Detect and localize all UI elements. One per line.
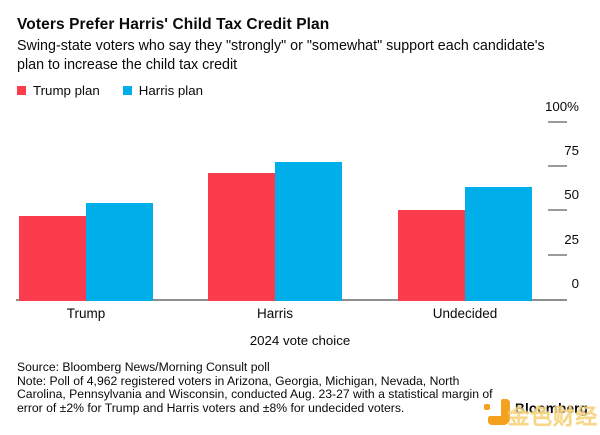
bar-harris-trump-plan — [208, 173, 275, 301]
bloomberg-logo-text: Bloomberg — [515, 401, 589, 416]
y-axis-tick-mark — [548, 209, 567, 212]
bar-trump-trump-plan — [19, 215, 86, 301]
bar-harris-harris-plan — [275, 162, 342, 301]
bar-undecided-harris-plan — [465, 187, 532, 301]
bar-undecided-trump-plan — [398, 210, 465, 301]
y-axis-tick-label: 25 — [564, 231, 579, 247]
x-axis-title: 2024 vote choice — [249, 333, 351, 348]
legend-item-trump-plan: Trump plan — [17, 83, 100, 98]
x-axis-category-label: Trump — [66, 306, 106, 321]
legend-item-harris-plan: Harris plan — [122, 83, 204, 98]
brand-lockup: Bloomberg 金色财经 — [484, 398, 600, 430]
y-axis-tick-mark — [548, 253, 567, 256]
legend-label: Harris plan — [138, 83, 204, 98]
y-axis-tick-label: 100% — [544, 98, 579, 114]
y-axis-tick-mark — [548, 120, 567, 123]
y-axis-tick-label: 75 — [564, 143, 579, 159]
bar-trump-harris-plan — [86, 203, 153, 301]
legend-swatch-icon — [17, 86, 26, 95]
legend-swatch-icon — [122, 86, 132, 95]
source-text: Source: Bloomberg News/Morning Consult p… — [17, 360, 270, 374]
jinse-finance-logo-icon — [484, 399, 510, 425]
legend-label: Trump plan — [33, 83, 100, 98]
y-axis-tick-label: 0 — [571, 276, 579, 291]
jinse-finance-watermark: 金色财经 — [508, 405, 599, 429]
y-axis-tick-mark — [548, 165, 567, 168]
x-axis-category-label: Undecided — [432, 306, 498, 321]
chart-legend: Trump plan Harris plan — [17, 83, 203, 98]
chart-subtitle: Swing-state voters who say they "strongl… — [17, 38, 545, 73]
x-axis-category-label: Harris — [257, 306, 293, 321]
note-text: Note: Poll of 4,962 registered voters in… — [17, 374, 493, 415]
y-axis-tick-label: 50 — [564, 187, 579, 203]
chart-title: Voters Prefer Harris' Child Tax Credit P… — [17, 16, 330, 33]
